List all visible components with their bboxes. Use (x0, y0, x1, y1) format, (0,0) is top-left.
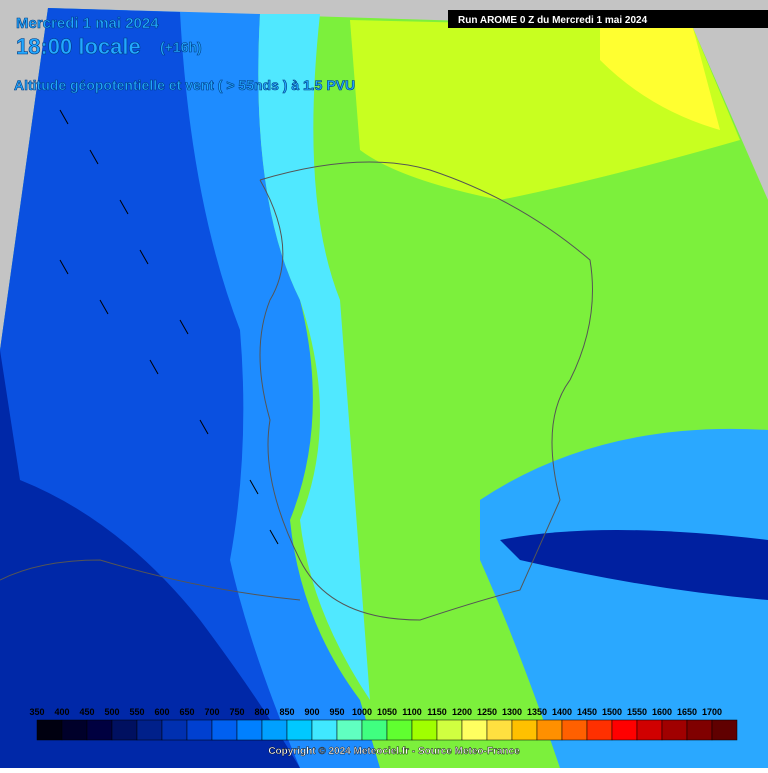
colorbar-label: 400 (54, 707, 69, 717)
colorbar-swatch (686, 719, 713, 741)
colorbar-label: 800 (254, 707, 269, 717)
colorbar-swatch (711, 719, 738, 741)
colorbar-label: 1150 (427, 707, 447, 717)
run-label: Run AROME 0 Z du Mercredi 1 mai 2024 (458, 15, 648, 26)
colorbar-label: 1100 (402, 707, 422, 717)
colorbar-swatch (36, 719, 63, 741)
colorbar-label: 1550 (627, 707, 647, 717)
colorbar-label: 1700 (702, 707, 722, 717)
colorbar-swatch (61, 719, 88, 741)
field-label: Altitude géopotentielle et vent ( > 55nd… (14, 77, 355, 93)
copyright: Copyright © 2024 Meteociel.fr - Source M… (268, 746, 520, 757)
colorbar-swatch (111, 719, 138, 741)
field-sw (0, 350, 300, 768)
wind-barbs (59, 109, 279, 545)
colorbar-label: 1250 (477, 707, 497, 717)
colorbar-swatch (611, 719, 638, 741)
borders (0, 161, 593, 621)
lead: (+16h) (160, 39, 202, 55)
colorbar-label: 500 (104, 707, 119, 717)
colorbar-swatch (336, 719, 363, 741)
colorbar-label: 550 (129, 707, 144, 717)
colorbar-swatch (261, 719, 288, 741)
colorbar-swatch (211, 719, 238, 741)
colorbar-label: 900 (304, 707, 319, 717)
colorbar-label: 700 (204, 707, 219, 717)
colorbar-swatch (361, 719, 388, 741)
colorbar-label: 1200 (452, 707, 472, 717)
colorbar-label: 450 (79, 707, 94, 717)
colorbar-label: 1650 (677, 707, 697, 717)
colorbar-label: 1400 (552, 707, 572, 717)
colorbar-label: 1050 (377, 707, 397, 717)
colorbar-swatch (486, 719, 513, 741)
colorbar-label: 600 (154, 707, 169, 717)
colorbar-swatch (311, 719, 338, 741)
barb (59, 109, 279, 545)
time: 18:00 locale (16, 34, 141, 59)
colorbar-swatch (386, 719, 413, 741)
field-se-deep (500, 530, 768, 600)
field-se (480, 428, 768, 768)
colorbar-label: 850 (279, 707, 294, 717)
colorbar-swatch (161, 719, 188, 741)
colorbar-label: 1600 (652, 707, 672, 717)
colorbar-label: 950 (329, 707, 344, 717)
colorbar-label: 1000 (352, 707, 372, 717)
colorbar-swatch (536, 719, 563, 741)
colorbar-label: 1350 (527, 707, 547, 717)
colorbar: 350 400 450 500 550 600 650 700 750 800 850 900 950 1… (29, 707, 738, 741)
colorbar-swatch (636, 719, 663, 741)
colorbar-swatch (186, 719, 213, 741)
colorbar-swatch (286, 719, 313, 741)
colorbar-swatch (586, 719, 613, 741)
border-france (259, 161, 593, 621)
colorbar-label: 750 (229, 707, 244, 717)
colorbar-label: 1300 (502, 707, 522, 717)
colorbar-swatch (236, 719, 263, 741)
colorbar-label: 650 (179, 707, 194, 717)
colorbar-swatch (436, 719, 463, 741)
colorbar-swatch (561, 719, 588, 741)
run-box (448, 10, 768, 28)
colorbar-swatch (511, 719, 538, 741)
field-band (258, 14, 370, 700)
date: Mercredi 1 mai 2024 (16, 15, 159, 32)
border-spain (0, 559, 301, 601)
colorbar-swatch (411, 719, 438, 741)
colorbar-label: 1450 (577, 707, 597, 717)
colorbar-label: 1500 (602, 707, 622, 717)
colorbar-swatch (461, 719, 488, 741)
colorbar-swatch (661, 719, 688, 741)
colorbar-label: 350 (29, 707, 44, 717)
field-ne-max (600, 24, 720, 130)
colorbar-swatch (86, 719, 113, 741)
colorbar-swatch (136, 719, 163, 741)
